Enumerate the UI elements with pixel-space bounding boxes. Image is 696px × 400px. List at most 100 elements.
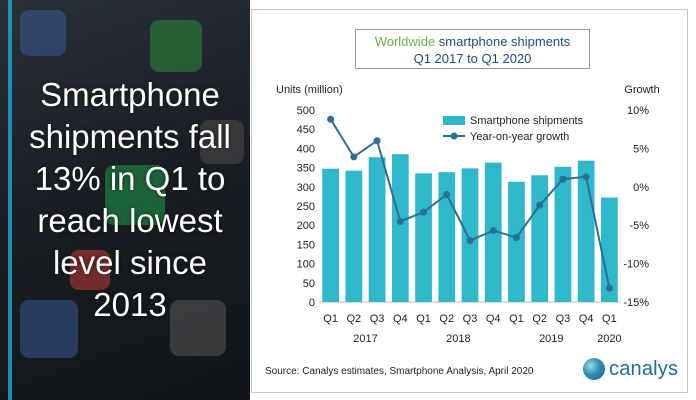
left-tick-label: 200 [297, 220, 315, 232]
x-tick-label: Q4 [579, 313, 594, 325]
bar [322, 168, 339, 302]
left-tick-label: 500 [297, 105, 315, 117]
left-tick-label: 400 [297, 143, 315, 155]
headline-line: shipments fall [29, 118, 231, 155]
app-icon-backdrop [200, 120, 244, 164]
left-tick-label: 300 [297, 182, 315, 194]
right-tick-label: 10% [627, 105, 649, 117]
title-line-1-rest: smartphone shipments [435, 34, 571, 49]
x-tick-label: Q4 [393, 313, 408, 325]
growth-point [350, 153, 358, 161]
bar [415, 173, 432, 302]
right-tick-label: -5% [629, 220, 649, 232]
brand-name: canalys [609, 357, 679, 380]
title-connector: to [463, 51, 482, 66]
bar [577, 160, 595, 302]
right-tick-label: -10% [623, 259, 649, 271]
title-start-period: Q1 2017 [413, 51, 464, 66]
growth-point [536, 201, 544, 209]
right-axis-ticks: -15% -10% -5% 0% 5% 10% [623, 105, 649, 309]
left-tick-label: 250 [297, 201, 315, 213]
x-tick-label: Q3 [370, 313, 385, 325]
growth-point [512, 233, 520, 241]
growth-point [396, 217, 404, 225]
x-tick-label: Q1 [602, 313, 617, 325]
growth-point [582, 173, 590, 181]
growth-point [420, 208, 428, 216]
growth-point [605, 284, 613, 292]
brand-logo: canalys [583, 356, 678, 382]
x-axis-labels: Q1 Q2 Q3 Q4 Q1 Q2 Q3 Q4 Q1 Q2 Q3 Q4 Q1 2017 2018 2019 20… [323, 313, 621, 345]
year-label: 2019 [539, 333, 563, 345]
legend-label: Year-on-year growth [470, 131, 569, 143]
chart-border [251, 9, 688, 393]
left-photo-panel: Smartphone shipments fall 13% in Q1 to r… [0, 0, 250, 400]
left-axis-ticks: 0 50 100 150 200 250 300 350 400 450 500 [297, 105, 621, 309]
growth-point [489, 227, 497, 235]
x-tick-label: Q3 [556, 313, 571, 325]
left-accent-strip [8, 0, 12, 400]
year-label: 2018 [446, 333, 470, 345]
bar [601, 197, 618, 302]
growth-point [559, 175, 567, 183]
chart-title-line-2: Q1 2017 to Q1 2020 [356, 50, 589, 67]
x-tick-label: Q2 [347, 313, 362, 325]
x-tick-label: Q3 [463, 313, 478, 325]
legend-swatch-point [450, 132, 458, 140]
x-tick-label: Q2 [439, 313, 454, 325]
chart-title-line-1: Worldwide smartphone shipments [356, 33, 589, 50]
headline: Smartphone shipments fall 13% in Q1 to r… [14, 74, 246, 326]
title-end-period: Q1 2020 [481, 51, 532, 66]
title-accent-word: Worldwide [374, 34, 436, 49]
chart-title-box: Worldwide smartphone shipments Q1 2017 t… [355, 29, 590, 69]
right-tick-label: 5% [633, 143, 649, 155]
year-label: 2020 [597, 333, 621, 345]
right-tick-label: -15% [623, 297, 649, 309]
headline-line: Smartphone [40, 76, 220, 113]
bar [391, 154, 409, 302]
app-icon-backdrop [105, 165, 165, 225]
app-icon-backdrop [20, 300, 78, 358]
x-tick-label: Q1 [509, 313, 524, 325]
app-icon-backdrop [150, 20, 202, 72]
bar [461, 168, 479, 302]
globe-icon [583, 358, 605, 380]
left-axis-label: Units (million) [276, 84, 343, 96]
x-tick-label: Q1 [323, 313, 338, 325]
bar-series [322, 154, 618, 302]
line-series [327, 115, 613, 292]
right-tick-label: 0% [633, 182, 649, 194]
left-tick-label: 0 [309, 297, 315, 309]
bar [531, 175, 549, 302]
left-tick-label: 100 [297, 259, 315, 271]
legend-label: Smartphone shipments [470, 115, 584, 127]
left-tick-label: 450 [297, 124, 315, 136]
headline-line: 2013 [93, 286, 167, 323]
left-tick-label: 50 [303, 278, 315, 290]
x-tick-label: Q2 [532, 313, 547, 325]
source-note: Source: Canalys estimates, Smartphone An… [265, 366, 534, 377]
growth-point [443, 190, 451, 198]
right-axis-label: Growth [624, 84, 659, 96]
year-label: 2017 [353, 333, 377, 345]
x-tick-label: Q4 [486, 313, 501, 325]
app-icon-backdrop [20, 10, 66, 56]
left-tick-label: 150 [297, 239, 315, 251]
bar [554, 166, 572, 302]
legend-swatch-bar [443, 116, 465, 125]
app-icon-backdrop [170, 300, 226, 356]
bar [345, 170, 363, 302]
left-tick-label: 350 [297, 163, 315, 175]
bar [368, 157, 386, 302]
headline-line: reach lowest [37, 202, 223, 239]
bar [508, 181, 525, 302]
headline-line: 13% in Q1 to [34, 160, 226, 197]
legend: Smartphone shipments Year-on-year growth [443, 115, 584, 143]
growth-point [466, 237, 474, 245]
x-tick-label: Q1 [416, 313, 431, 325]
app-icon-backdrop [70, 250, 110, 290]
headline-line: level since [52, 244, 208, 281]
growth-point [327, 115, 335, 123]
